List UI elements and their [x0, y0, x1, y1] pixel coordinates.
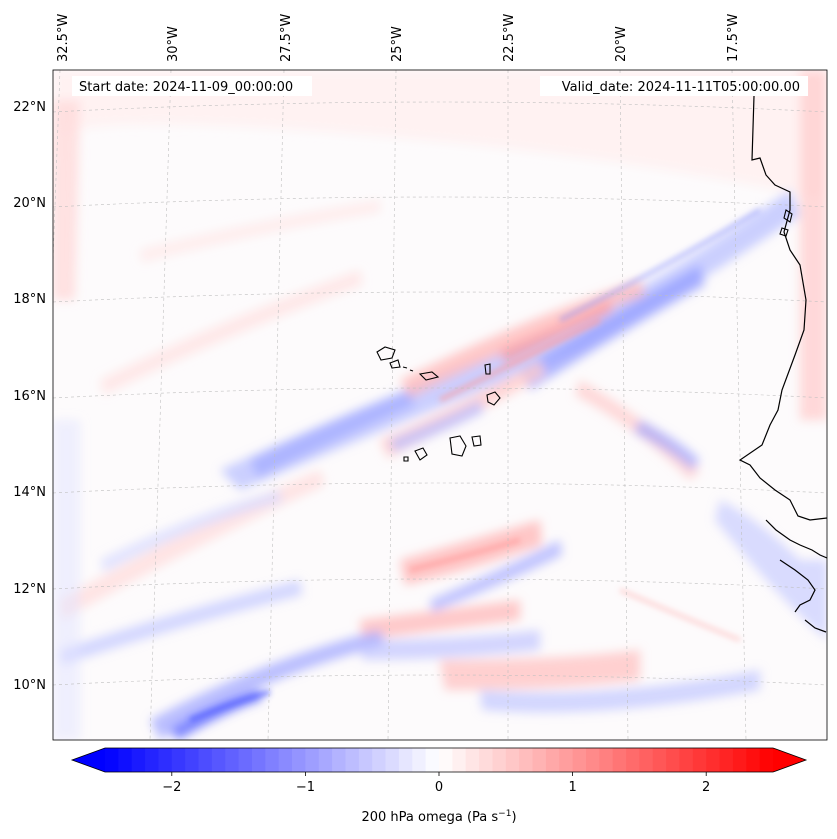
lat-label: 16°N — [13, 389, 46, 404]
graticule — [53, 70, 827, 740]
omega-field-streaks — [189, 208, 762, 723]
colorbar-segment — [398, 748, 413, 772]
colorbar-segment — [278, 748, 293, 772]
colorbar-tick-label: 2 — [702, 780, 710, 795]
colorbar-tick-label: 1 — [568, 780, 576, 795]
colorbar-ticks: −2 −1 0 1 2 — [162, 772, 710, 795]
lon-label: 27.5°W — [279, 14, 294, 62]
lat-label: 12°N — [13, 582, 46, 597]
colorbar-tick-label: 0 — [435, 780, 443, 795]
colorbar-segment — [131, 748, 146, 772]
colorbar-segment — [425, 748, 440, 772]
lat-label: 10°N — [13, 678, 46, 693]
colorbar-segment — [211, 748, 226, 772]
colorbar-segment — [372, 748, 387, 772]
colorbar-segment — [505, 748, 520, 772]
colorbar-segment — [572, 748, 587, 772]
colorbar-segment — [225, 748, 240, 772]
lat-label: 18°N — [13, 292, 46, 307]
colorbar-segment — [305, 748, 320, 772]
colorbar-label: 200 hPa omega (Pa s−1) — [361, 809, 516, 825]
colorbar-segment — [439, 748, 453, 772]
islands — [376, 209, 793, 462]
colorbar-segment — [599, 748, 614, 772]
lon-label: 22.5°W — [502, 14, 517, 62]
colorbar-segment — [585, 748, 600, 772]
colorbar-segment — [666, 748, 681, 772]
coastline — [738, 95, 827, 633]
colorbar-segment — [105, 748, 119, 772]
colorbar-segment — [492, 748, 507, 772]
lon-label: 32.5°W — [56, 14, 71, 62]
colorbar-segment — [198, 748, 213, 772]
valid-date-box — [540, 76, 808, 96]
valid-date-label: Valid_date: 2024-11-11T05:00:00.00 — [562, 80, 800, 95]
colorbar-segment — [706, 748, 721, 772]
lat-label: 14°N — [13, 485, 46, 500]
colorbar-segment — [238, 748, 253, 772]
lat-label: 22°N — [13, 100, 46, 115]
colorbar-segment — [292, 748, 306, 772]
colorbar-segment — [612, 748, 627, 772]
colorbar-segment — [559, 748, 574, 772]
colorbar-segment — [732, 748, 747, 772]
colorbar-segment — [452, 748, 467, 772]
colorbar: −2 −1 0 1 2 200 hPa omega (Pa s−1) — [70, 747, 808, 825]
lon-label: 17.5°W — [726, 14, 741, 62]
omega-field — [53, 70, 827, 740]
colorbar-segment — [385, 748, 400, 772]
colorbar-segment — [519, 748, 534, 772]
map-frame — [52, 69, 828, 741]
colorbar-segment — [185, 748, 200, 772]
colorbar-segment — [145, 748, 160, 772]
colorbar-segment — [412, 748, 427, 772]
colorbar-segment — [746, 748, 761, 772]
lon-label: 20°W — [614, 26, 629, 62]
colorbar-segment — [479, 748, 494, 772]
map-panel: Start date: 2024-11-09_00:00:00 Valid_da… — [52, 69, 828, 741]
colorbar-segment — [358, 748, 373, 772]
colorbar-segment — [639, 748, 654, 772]
colorbar-segment — [532, 748, 547, 772]
colorbar-segment — [719, 748, 734, 772]
colorbar-segment — [251, 748, 266, 772]
colorbar-segment — [759, 748, 774, 772]
colorbar-segment — [332, 748, 347, 772]
colorbar-segment — [345, 748, 360, 772]
longitude-labels: 32.5°W 30°W 27.5°W 25°W 22.5°W 20°W 17.5… — [56, 14, 741, 62]
colorbar-min-extension — [72, 748, 105, 772]
colorbar-segment — [465, 748, 480, 772]
colorbar-segments — [105, 748, 774, 772]
start-date-box — [72, 76, 312, 96]
colorbar-tick-label: −1 — [296, 780, 315, 795]
colorbar-segment — [545, 748, 560, 772]
lon-label: 30°W — [166, 26, 181, 62]
colorbar-segment — [318, 748, 333, 772]
colorbar-segment — [652, 748, 667, 772]
lat-label: 20°N — [13, 196, 46, 211]
colorbar-segment — [679, 748, 694, 772]
colorbar-segment — [265, 748, 280, 772]
latitude-labels: 22°N 20°N 18°N 16°N 14°N 12°N 10°N — [13, 100, 46, 693]
colorbar-outline — [70, 747, 808, 773]
colorbar-max-extension — [773, 748, 806, 772]
colorbar-segment — [692, 748, 707, 772]
colorbar-tick-label: −2 — [162, 780, 181, 795]
colorbar-segment — [626, 748, 640, 772]
lon-label: 25°W — [390, 26, 405, 62]
colorbar-segment — [171, 748, 186, 772]
start-date-label: Start date: 2024-11-09_00:00:00 — [79, 80, 293, 95]
colorbar-segment — [158, 748, 173, 772]
colorbar-segment — [118, 748, 133, 772]
